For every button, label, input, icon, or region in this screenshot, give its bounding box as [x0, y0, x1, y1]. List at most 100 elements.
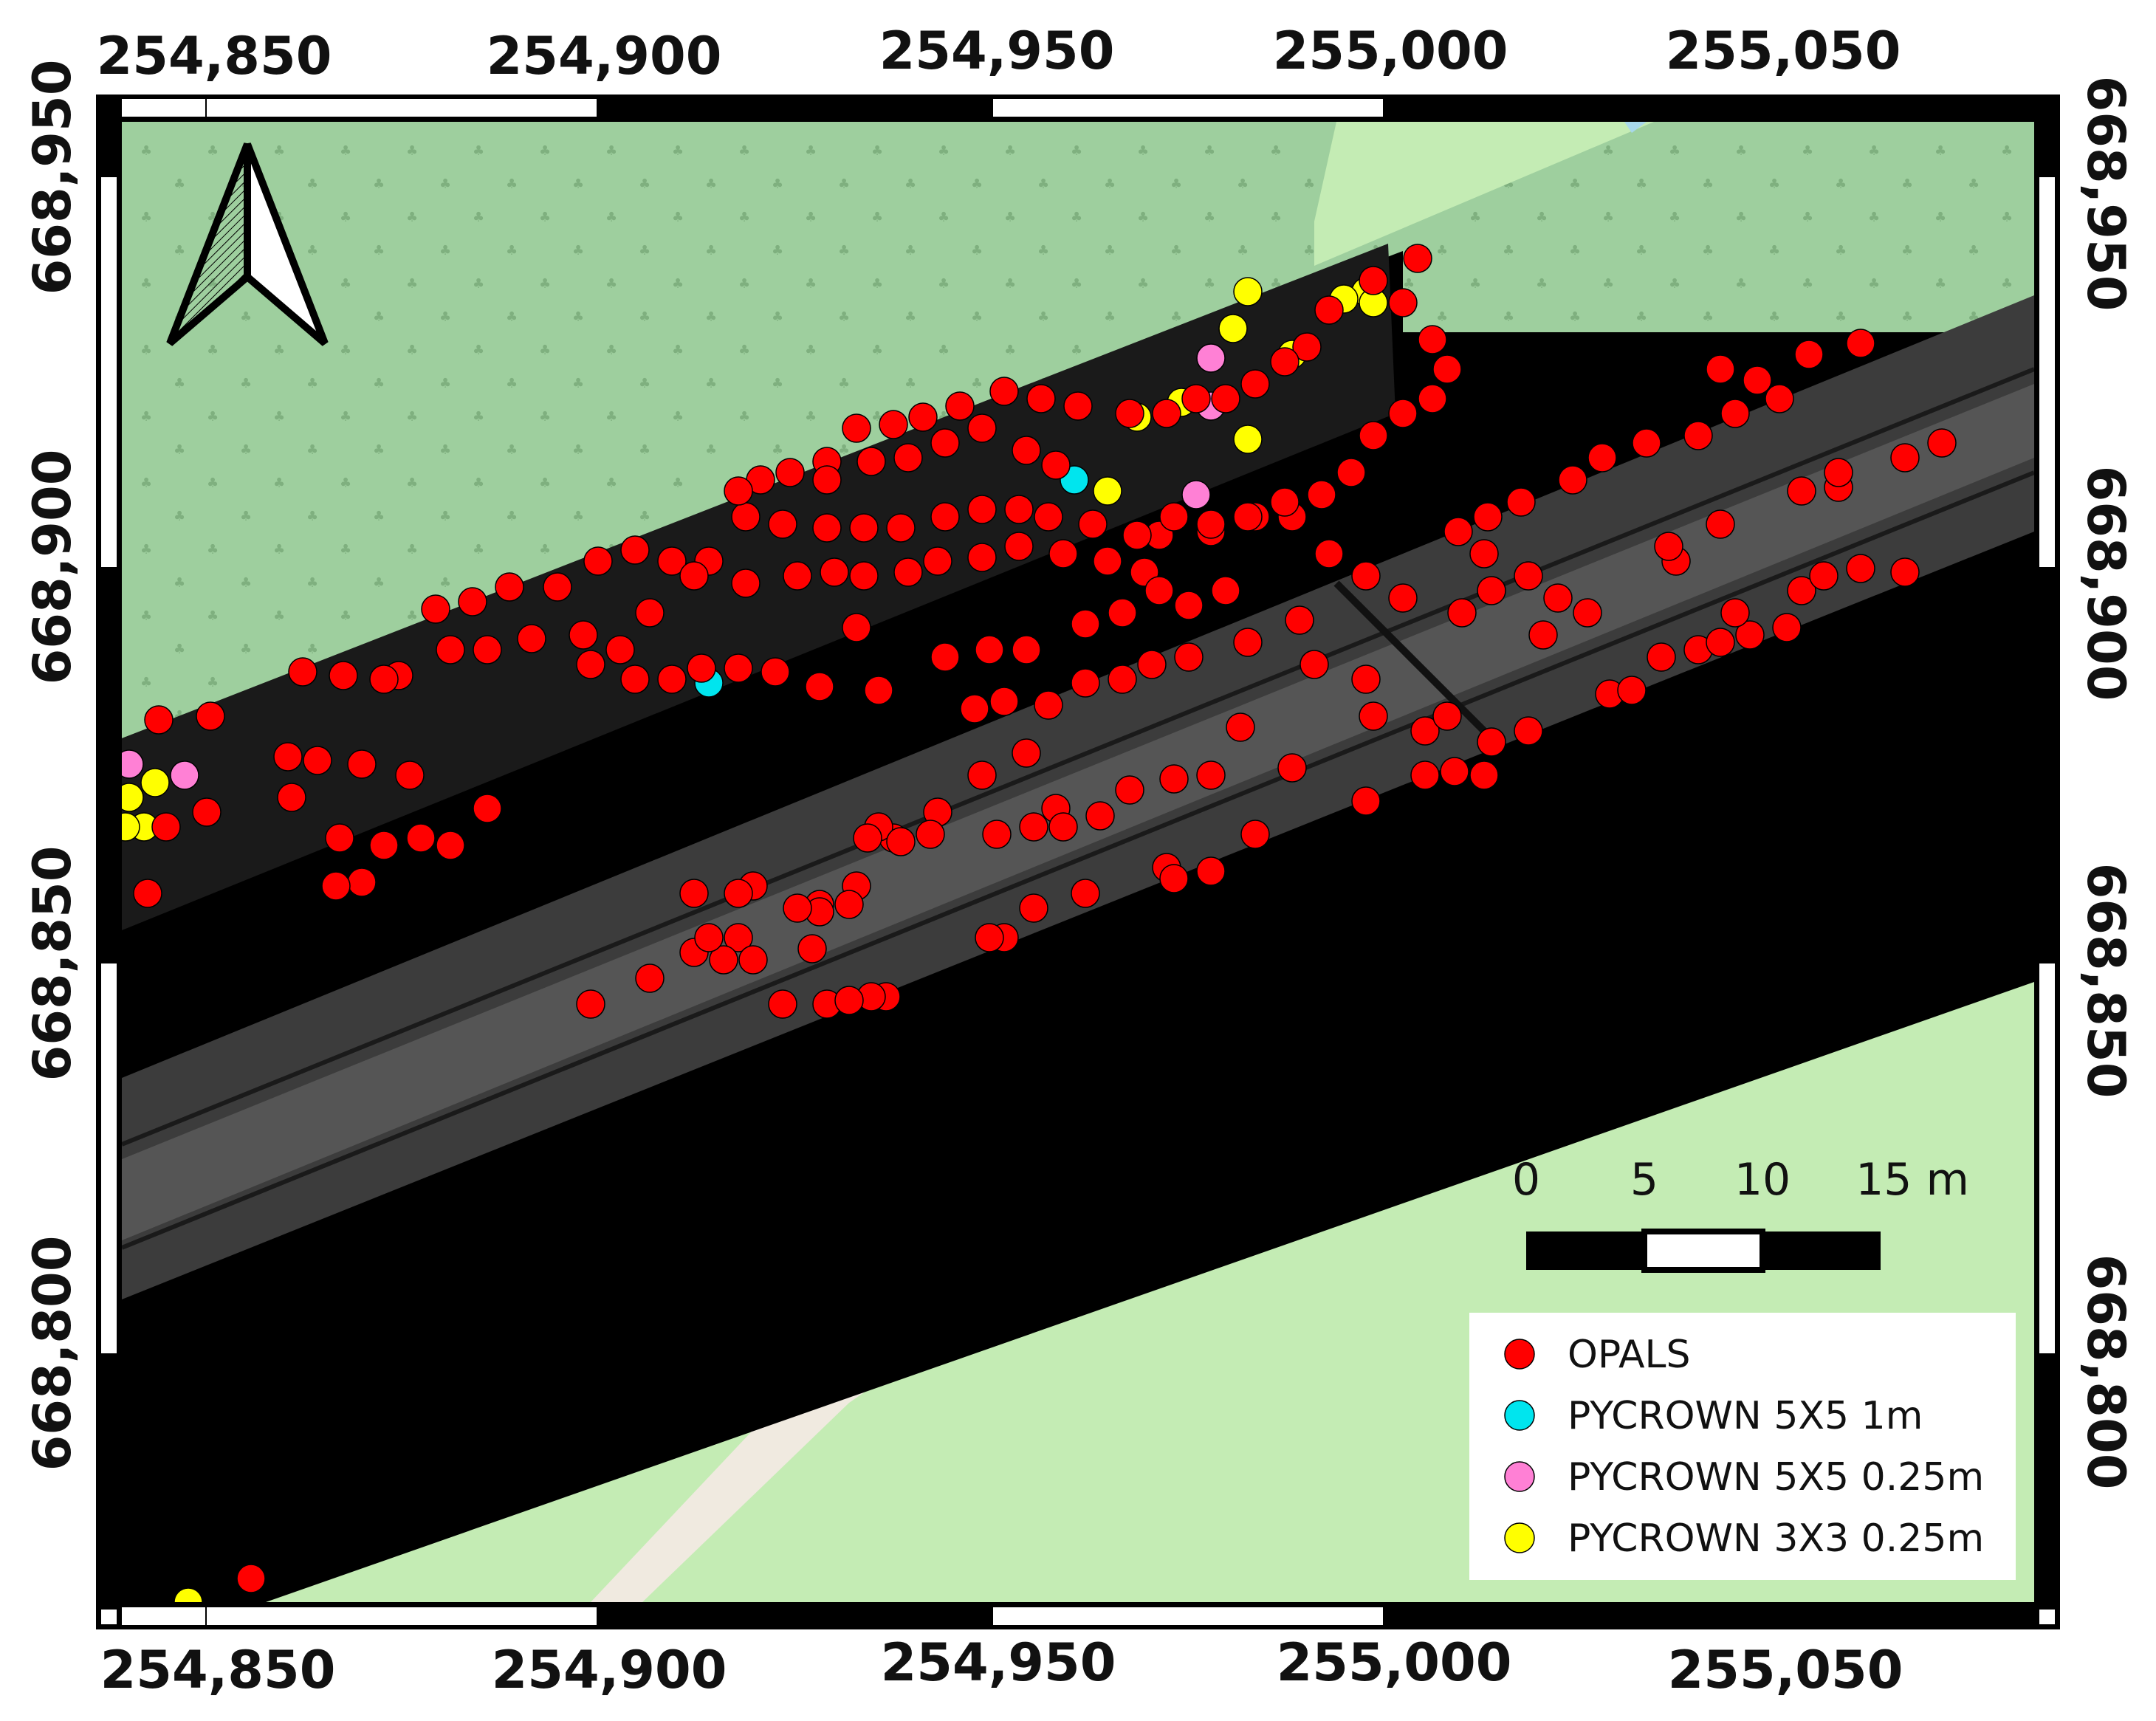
- tree-point-opals: [1233, 628, 1263, 657]
- tree-point-pycrown-5x5-025m: [122, 749, 144, 779]
- right-coordinate-labels: 668,950 668,900 668,850 668,800: [2076, 76, 2136, 1490]
- tree-point-opals: [1159, 502, 1189, 532]
- tree-point-opals: [916, 820, 945, 849]
- tree-point-opals: [1233, 502, 1263, 532]
- tree-point-opals: [133, 879, 162, 908]
- tree-point-pycrown-3x3-025m: [1233, 277, 1263, 306]
- tree-point-opals: [1846, 554, 1875, 583]
- tree-point-opals: [369, 664, 399, 694]
- tree-point-opals: [975, 635, 1004, 664]
- tree-point-opals: [1418, 325, 1447, 354]
- top-label-3: 255,000: [1273, 21, 1508, 81]
- tree-point-opals: [724, 653, 753, 683]
- tree-point-opals: [1890, 443, 1920, 473]
- scale-segment-1: [1641, 1229, 1765, 1273]
- tree-point-opals: [1683, 421, 1713, 450]
- tree-point-opals: [288, 657, 317, 687]
- tree-point-opals: [517, 624, 546, 653]
- water-area-top: [1624, 122, 1647, 133]
- tree-point-opals: [1617, 676, 1647, 705]
- tree-point-pycrown-5x5-025m: [170, 760, 199, 790]
- tree-point-opals: [1270, 487, 1300, 517]
- tree-point-opals: [1108, 664, 1137, 694]
- tree-point-opals: [151, 812, 181, 842]
- tree-point-opals: [1159, 764, 1189, 794]
- tree-point-opals: [856, 447, 886, 476]
- tree-point-opals: [731, 568, 761, 598]
- top-label-2: 254,950: [879, 21, 1115, 81]
- tree-point-opals: [1240, 369, 1270, 399]
- tree-point-opals: [192, 797, 222, 827]
- tree-point-pycrown-3x3-025m: [140, 768, 170, 797]
- bottom-label-1: 254,900: [492, 1640, 727, 1700]
- tree-point-opals: [820, 557, 849, 587]
- tree-point-opals: [967, 413, 997, 443]
- legend-box: [1469, 1313, 2016, 1580]
- tree-point-opals: [967, 543, 997, 572]
- tree-point-opals: [1477, 727, 1506, 757]
- tree-point-opals: [1137, 650, 1167, 679]
- tree-point-opals: [1071, 609, 1100, 639]
- bottom-coordinate-labels: 254,850 254,900 254,950 255,000 255,050: [100, 1632, 1903, 1700]
- tree-point-opals: [657, 664, 687, 694]
- tree-point-opals: [1277, 753, 1307, 783]
- tree-point-opals: [1432, 354, 1462, 384]
- tree-point-opals: [1440, 757, 1469, 786]
- top-label-1: 254,900: [487, 26, 722, 86]
- tree-point-pycrown-3x3-025m: [122, 783, 144, 812]
- tree-point-pycrown-3x3-025m: [1233, 425, 1263, 454]
- tree-point-opals: [1647, 642, 1676, 672]
- road-crossing: [1333, 580, 1487, 734]
- tree-point-opals: [1477, 576, 1506, 605]
- tree-point-opals: [1174, 591, 1204, 620]
- tree-point-opals: [1720, 399, 1750, 428]
- legend: OPALS PYCROWN 5X5 1m PYCROWN 5X5 0.25m P…: [1469, 1313, 2016, 1580]
- tree-point-opals: [1071, 668, 1100, 698]
- bare-road-area: [591, 1255, 1063, 1602]
- tree-point-opals: [1314, 295, 1344, 325]
- north-arrow-icon: [166, 142, 329, 346]
- tree-point-opals: [321, 871, 351, 901]
- frame-bottom: [96, 1602, 2060, 1629]
- tree-point-opals: [1285, 605, 1314, 635]
- legend-label-pycrown-5x5-1m: PYCROWN 5X5 1m: [1568, 1394, 1923, 1438]
- tree-point-opals: [1307, 480, 1336, 509]
- tree-point-opals: [709, 945, 738, 975]
- tree-point-opals: [1314, 539, 1344, 568]
- tree-point-opals: [406, 823, 436, 853]
- left-label-1: 668,900: [22, 450, 83, 685]
- tree-point-opals: [768, 989, 797, 1019]
- road-line-1: [122, 367, 2034, 1147]
- tree-point-opals: [945, 391, 975, 421]
- tree-point-opals: [724, 879, 753, 908]
- tree-point-opals: [1787, 576, 1816, 605]
- tree-point-opals: [886, 513, 916, 543]
- tree-point-opals: [783, 561, 812, 591]
- scale-label-0: 0: [1512, 1154, 1540, 1206]
- tree-point-opals: [421, 594, 450, 624]
- tree-point-opals: [1078, 509, 1108, 539]
- tree-point-opals: [853, 823, 882, 853]
- tree-point-opals: [1115, 775, 1144, 805]
- tree-point-opals: [731, 502, 761, 532]
- left-label-2: 668,850: [22, 846, 83, 1082]
- tree-point-opals: [1115, 399, 1144, 428]
- bottom-label-4: 255,050: [1668, 1640, 1903, 1700]
- top-label-0: 254,850: [97, 26, 332, 86]
- scale-bar: 0 5 10 15 m: [1512, 1154, 1969, 1273]
- frame-right: [2034, 95, 2060, 1629]
- tree-point-opals: [1359, 266, 1388, 295]
- tree-point-opals: [1300, 650, 1329, 679]
- tree-point-opals: [1706, 628, 1735, 657]
- bottom-label-2: 254,950: [881, 1632, 1116, 1693]
- tree-point-opals: [576, 989, 605, 1019]
- tree-point-opals: [886, 827, 916, 856]
- tree-point-opals: [975, 923, 1004, 952]
- tree-point-pycrown-3x3-025m: [122, 812, 140, 842]
- tree-point-opals: [1181, 384, 1211, 413]
- tree-point-opals: [605, 635, 635, 664]
- tree-point-opals: [347, 868, 377, 897]
- tree-point-opals: [989, 377, 1019, 406]
- tree-point-opals: [620, 664, 650, 694]
- tree-point-opals: [1144, 576, 1174, 605]
